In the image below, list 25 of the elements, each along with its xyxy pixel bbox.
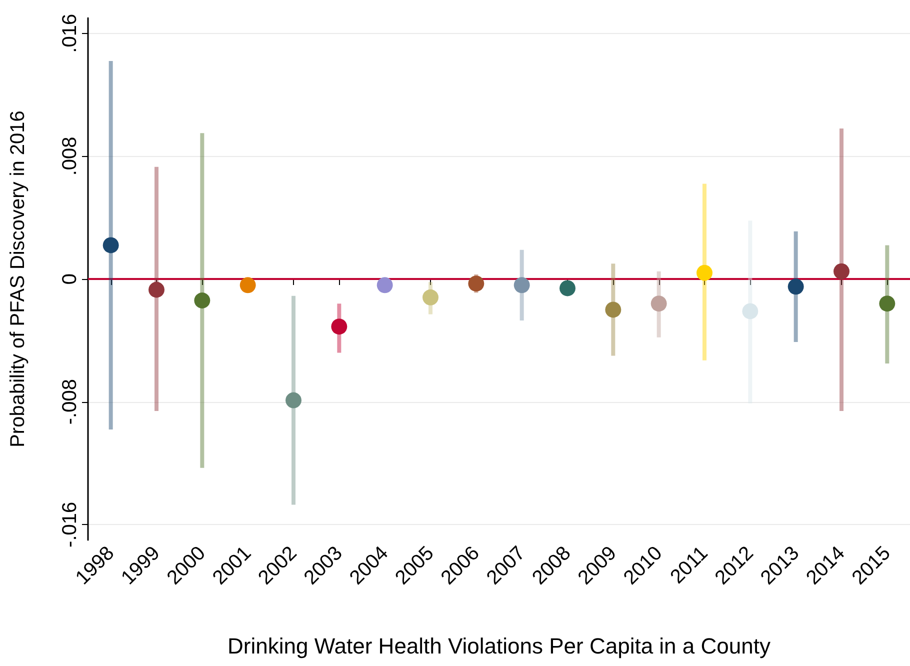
x-axis-title: Drinking Water Health Violations Per Capita in a County	[228, 634, 770, 658]
y-tick-label: 0	[59, 273, 81, 285]
y-axis-title: Probability of PFAS Discovery in 2016	[7, 110, 29, 448]
point	[240, 277, 256, 294]
point	[605, 302, 622, 318]
point	[879, 296, 896, 312]
y-tick-label: .008	[59, 136, 81, 176]
point	[331, 318, 348, 335]
point	[650, 296, 667, 312]
point	[788, 278, 804, 295]
y-tick-label: -.016	[59, 502, 81, 548]
point	[194, 292, 210, 308]
point	[376, 277, 393, 294]
point	[286, 392, 302, 408]
point	[560, 280, 576, 296]
point	[422, 289, 438, 306]
point	[102, 237, 119, 254]
y-tick-label: .016	[59, 14, 81, 53]
point	[468, 276, 484, 292]
point	[148, 282, 164, 298]
point	[514, 277, 530, 294]
point	[742, 303, 758, 320]
point	[834, 263, 850, 280]
point	[696, 264, 712, 281]
y-tick-label: -.008	[59, 379, 81, 425]
